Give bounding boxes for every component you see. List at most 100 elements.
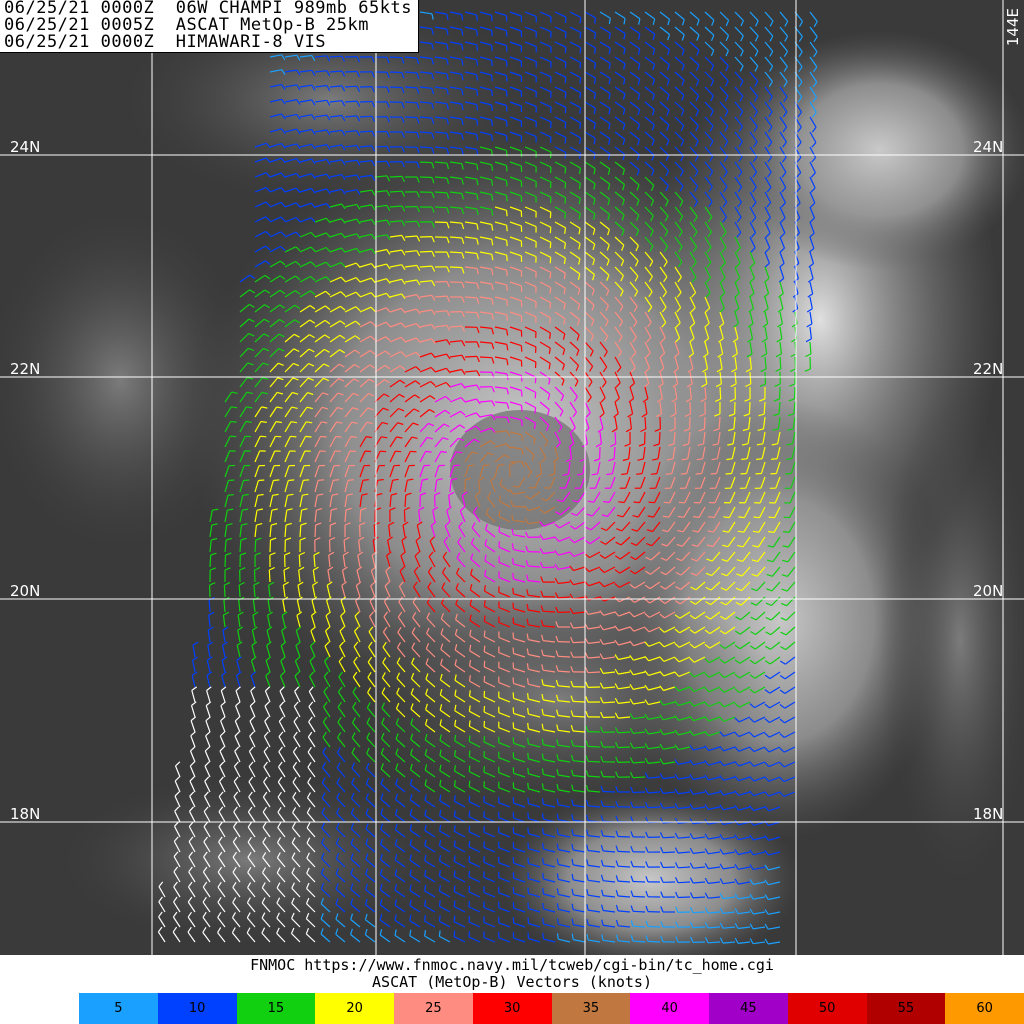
- wind-barb-feather: [310, 641, 316, 647]
- wind-barb: [689, 326, 695, 339]
- wind-barb-feather: [571, 903, 574, 910]
- wind-barb-feather: [264, 701, 270, 707]
- wind-barb: [689, 191, 698, 202]
- wind-barb: [614, 356, 622, 368]
- wind-barb-feather: [591, 473, 598, 476]
- wind-barb: [564, 476, 571, 489]
- wind-barb: [299, 524, 302, 538]
- wind-barb: [768, 731, 781, 738]
- wind-barb: [454, 649, 466, 658]
- wind-barb: [554, 281, 566, 289]
- wind-barb-feather: [637, 78, 641, 86]
- wind-barb-feather: [617, 514, 624, 518]
- wind-barb-feather: [681, 79, 685, 86]
- wind-barb-feather: [664, 215, 669, 222]
- wind-barb-feather: [248, 761, 254, 767]
- wind-barb: [734, 311, 739, 324]
- wind-barb-feather: [411, 627, 416, 634]
- wind-barb-feather: [563, 288, 566, 295]
- wind-barb-feather: [806, 308, 813, 313]
- wind-barb: [659, 236, 668, 247]
- wind-barb: [634, 566, 646, 575]
- wind-barb-feather: [355, 320, 361, 326]
- wind-barb: [734, 371, 737, 385]
- wind-barb: [764, 131, 773, 143]
- wind-barb: [464, 398, 477, 403]
- wind-barb: [479, 221, 492, 226]
- wind-barb-feather: [281, 69, 286, 76]
- wind-barb: [809, 116, 817, 128]
- wind-barb: [648, 686, 661, 691]
- wind-barb-feather: [792, 308, 798, 313]
- wind-barb: [365, 904, 376, 913]
- wind-barb-feather: [558, 426, 563, 433]
- wind-barb: [291, 842, 301, 853]
- wind-barb-feather: [744, 398, 751, 402]
- wind-barb-feather: [618, 501, 625, 504]
- wind-barb-feather: [398, 581, 404, 587]
- wind-barb: [409, 844, 421, 853]
- wind-barb: [588, 924, 601, 928]
- wind-barb-feather: [246, 391, 253, 395]
- wind-barb-feather: [412, 596, 417, 603]
- wind-barb: [464, 281, 477, 284]
- wind-barb-feather: [719, 804, 724, 811]
- wind-barb: [350, 903, 361, 913]
- wind-barb: [513, 877, 526, 883]
- wind-barb: [329, 188, 342, 193]
- wind-barb-feather: [369, 364, 376, 369]
- wind-barb-feather: [173, 881, 178, 888]
- wind-barb-feather: [386, 86, 390, 93]
- wind-barb: [389, 480, 394, 493]
- wind-barb: [509, 356, 522, 362]
- wind-barb: [479, 281, 492, 285]
- wind-barb-feather: [556, 798, 559, 805]
- wind-barb: [764, 71, 773, 82]
- wind-barb: [717, 431, 721, 444]
- wind-barb: [299, 143, 312, 148]
- wind-barb-feather: [470, 568, 473, 575]
- wind-barb: [554, 41, 567, 48]
- wind-barb: [764, 371, 767, 385]
- wind-barb: [449, 397, 462, 403]
- wind-barb-feather: [527, 887, 530, 894]
- wind-barb: [494, 401, 508, 404]
- wind-speed-legend: 5 10 15 20 25 30 35 40 45 50 55 60: [79, 993, 1024, 1024]
- wind-barb-feather: [234, 731, 240, 737]
- wind-barb: [617, 880, 631, 883]
- wind-barb: [374, 321, 387, 328]
- wind-barb: [404, 480, 408, 493]
- wind-barb-feather: [263, 731, 269, 737]
- wind-barb: [707, 941, 721, 944]
- wind-barb: [357, 555, 361, 568]
- wind-barb: [716, 446, 721, 459]
- wind-barb-feather: [607, 229, 610, 236]
- wind-barb: [614, 386, 620, 399]
- wind-barb-feather: [247, 806, 253, 813]
- wind-barb-feather: [431, 177, 435, 184]
- wind-barb-feather: [506, 359, 509, 366]
- wind-barb-feather: [188, 836, 194, 842]
- wind-barb-feather: [454, 674, 457, 681]
- wind-barb: [755, 626, 766, 635]
- wind-barb-feather: [599, 412, 605, 418]
- wind-barb: [728, 506, 736, 518]
- wind-barb: [265, 660, 271, 673]
- wind-barb-feather: [555, 694, 559, 701]
- wind-barb-feather: [577, 304, 581, 311]
- wind-barb: [809, 296, 813, 309]
- wind-barb: [704, 281, 711, 294]
- wind-barb-feather: [446, 73, 449, 80]
- wind-barb: [248, 766, 256, 778]
- wind-barb-feather: [505, 195, 508, 202]
- wind-barb-feather: [506, 388, 509, 395]
- wind-barb: [224, 465, 230, 478]
- wind-barb: [790, 461, 796, 474]
- wind-barb-feather: [468, 705, 471, 712]
- wind-barb-feather: [666, 64, 670, 71]
- wind-barb-feather: [737, 530, 744, 533]
- wind-barb-feather: [704, 833, 709, 840]
- wind-barb: [650, 551, 661, 561]
- wind-barb: [266, 645, 271, 658]
- wind-barb-feather: [431, 117, 435, 125]
